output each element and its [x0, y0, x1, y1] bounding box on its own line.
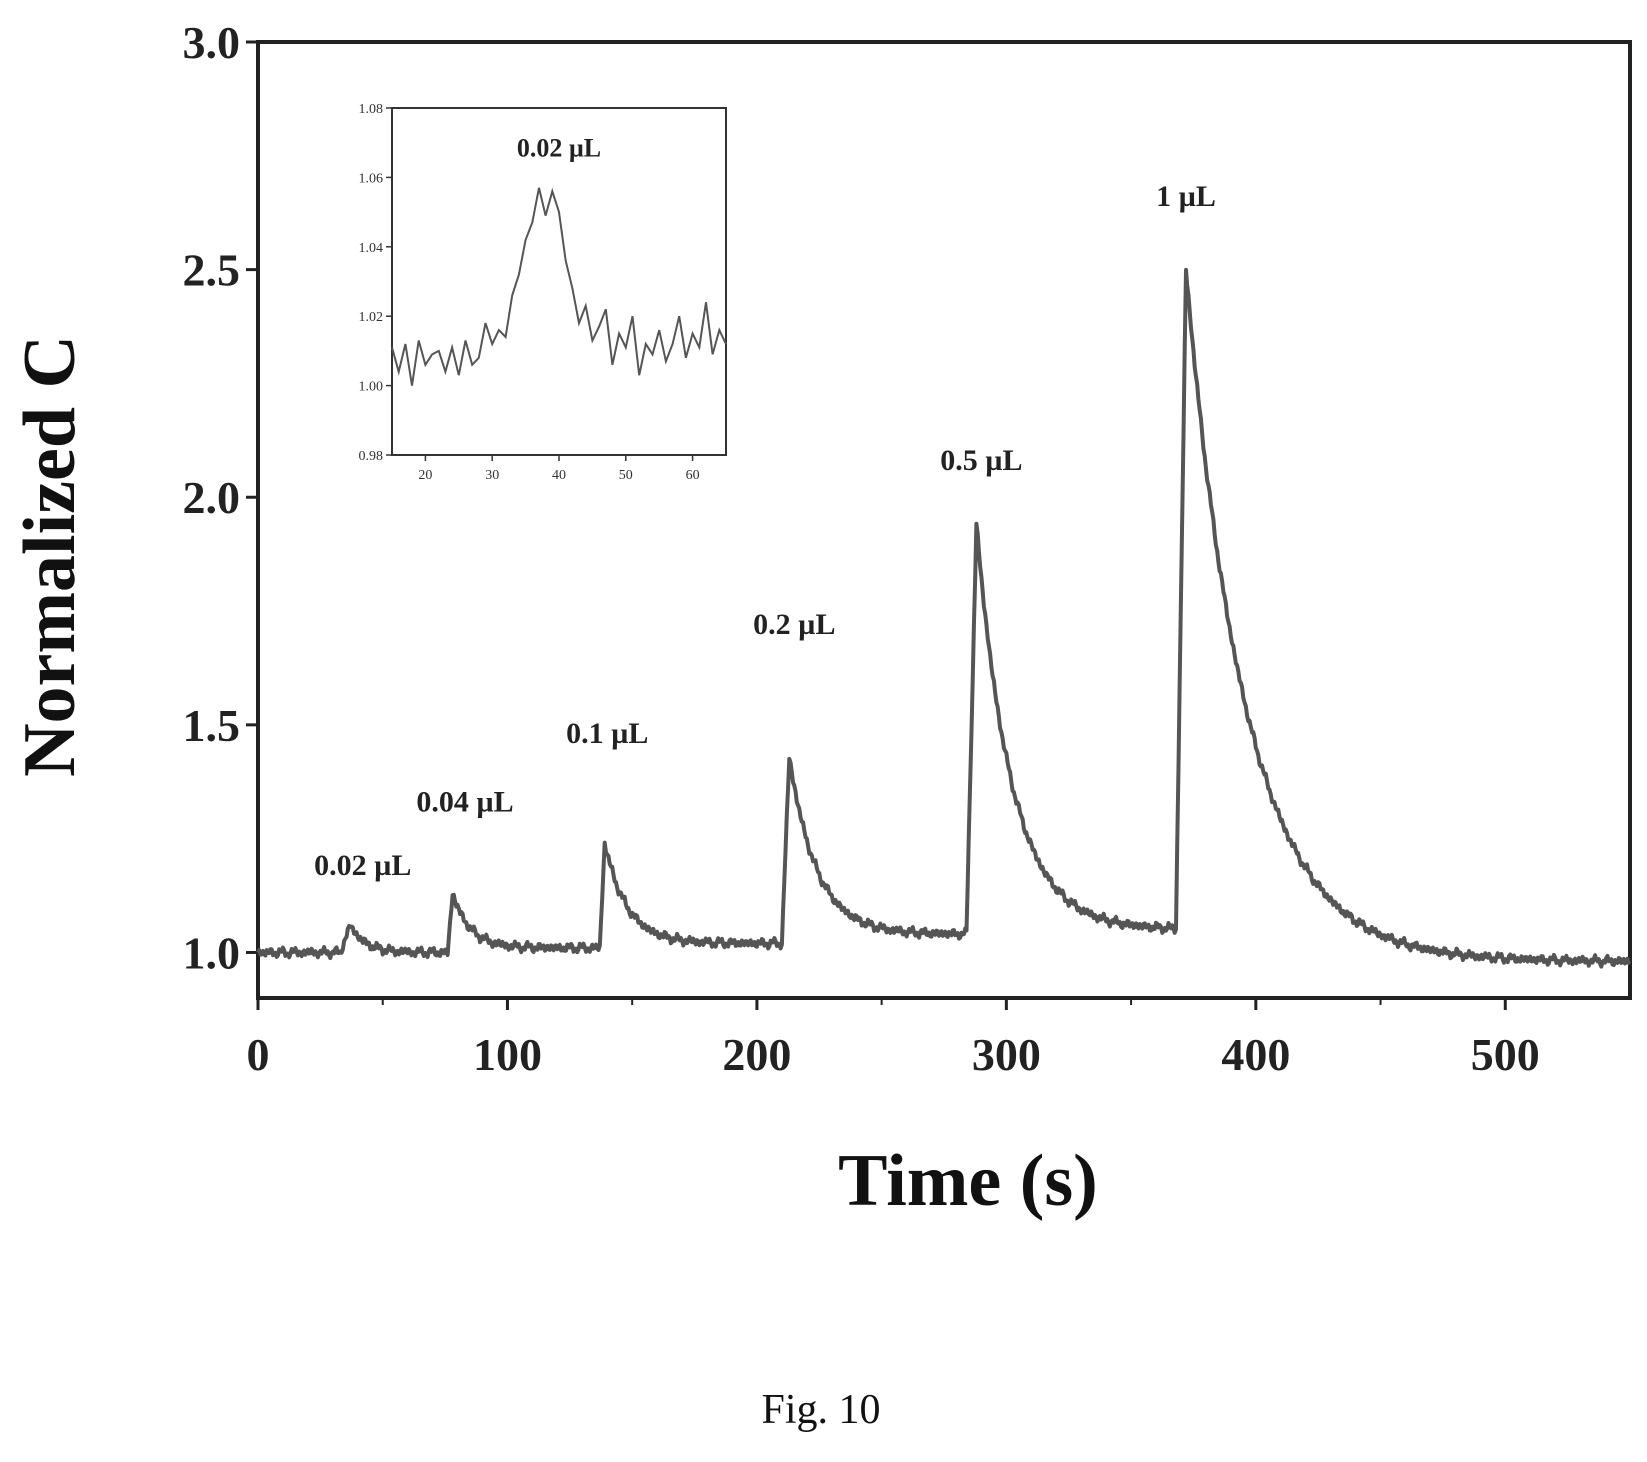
inset-plot-frame	[391, 107, 727, 456]
y-tick-label: 2.5	[183, 245, 241, 296]
main-ticks: 0 100 200 300 400 500 1.0 1.5 2.0 2.5 3.0	[183, 17, 1540, 1080]
peak-label: 0.2 µL	[753, 608, 835, 641]
inset-y-tick-label: 1.06	[359, 171, 384, 186]
inset-y-tick-label: 1.08	[359, 102, 384, 117]
peak-label: 0.04 µL	[416, 785, 513, 818]
x-axis-title: Time (s)	[838, 1140, 1098, 1222]
main-peak-labels: 0.02 µL0.04 µL 0.1 µL 0.2 µL 0.5 µL 1 µL	[314, 180, 1216, 882]
inset-ticks: 20 30 40 50 60 0.98 1.00 1.02 1.04 1.06 1.08	[359, 102, 700, 483]
x-tick-label: 200	[722, 1029, 791, 1080]
inset-y-tick-label: 0.98	[359, 449, 384, 464]
inset-x-tick-label: 50	[619, 468, 633, 483]
x-tick-label: 400	[1221, 1029, 1290, 1080]
inset-y-tick-label: 1.00	[359, 380, 384, 395]
peak-label: 0.5 µL	[940, 444, 1022, 477]
inset-x-tick-label: 60	[686, 468, 700, 483]
inset-peak-label: 0.02 µL	[517, 134, 601, 163]
inset-y-tick-label: 1.04	[359, 241, 384, 256]
inset-x-tick-label: 40	[552, 468, 566, 483]
x-tick-label: 500	[1471, 1029, 1540, 1080]
y-axis-title: Normalized C	[9, 335, 91, 777]
inset-y-tick-label: 1.02	[359, 310, 384, 325]
main-plot-frame	[256, 40, 1632, 1000]
inset-x-tick-label: 30	[485, 468, 499, 483]
x-tick-label: 100	[473, 1029, 542, 1080]
x-tick-label: 300	[972, 1029, 1041, 1080]
y-tick-label: 1.0	[183, 927, 241, 978]
y-tick-label: 2.0	[183, 472, 241, 523]
figure-caption: Fig. 10	[761, 1387, 880, 1433]
y-tick-label: 3.0	[183, 17, 241, 68]
peak-label: 1 µL	[1156, 180, 1216, 213]
main-series-line	[256, 267, 1632, 969]
peak-label: 0.1 µL	[566, 717, 648, 750]
peak-label: 0.02 µL	[314, 849, 411, 882]
y-tick-label: 1.5	[183, 700, 241, 751]
inset-x-tick-label: 20	[418, 468, 432, 483]
x-tick-label: 0	[247, 1029, 270, 1080]
inset-series-line	[391, 187, 727, 386]
